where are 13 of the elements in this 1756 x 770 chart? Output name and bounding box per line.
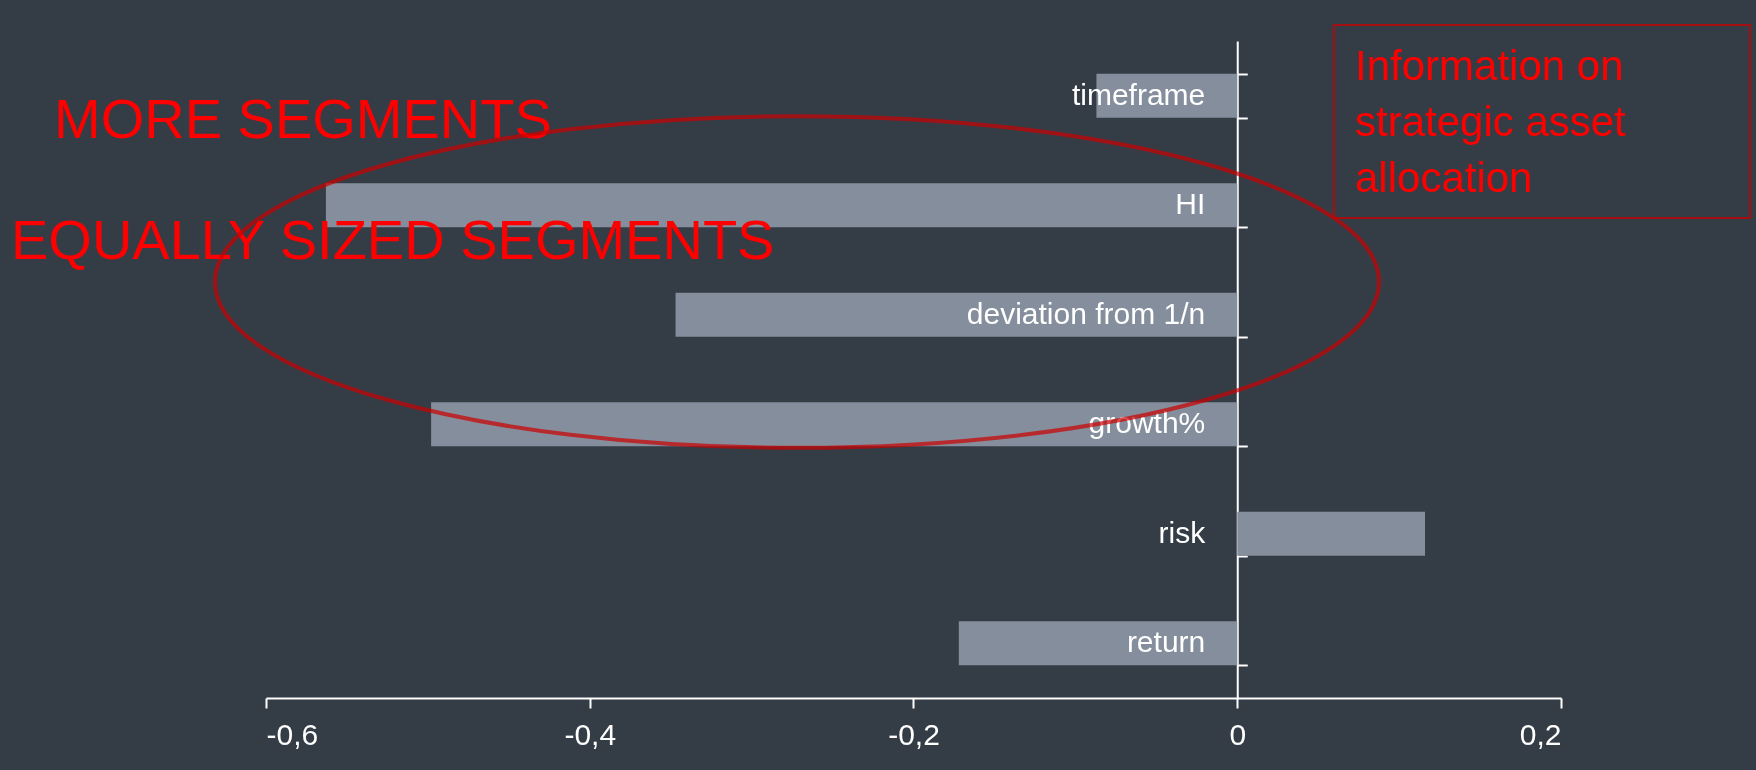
x-tick-label: -0,6 (266, 717, 319, 751)
y-tick-label: growth% (1088, 406, 1206, 440)
x-tick-label: 0 (1229, 717, 1247, 751)
y-tick-label: HI (1175, 187, 1206, 221)
x-tick-label: -0,2 (888, 717, 940, 751)
x-tick-label: -0,4 (564, 717, 617, 751)
y-tick-label: deviation from 1/n (966, 296, 1206, 330)
y-tick-label: risk (1158, 515, 1207, 549)
annotation: EQUALLY SIZED SEGMENTS (11, 208, 775, 271)
x-tick-label: 0,2 (1519, 717, 1562, 751)
annotation: MORE SEGMENTS (54, 87, 552, 150)
annotation: Information on strategic asset allocation (1355, 42, 1627, 201)
y-tick-label: return (1126, 625, 1206, 659)
